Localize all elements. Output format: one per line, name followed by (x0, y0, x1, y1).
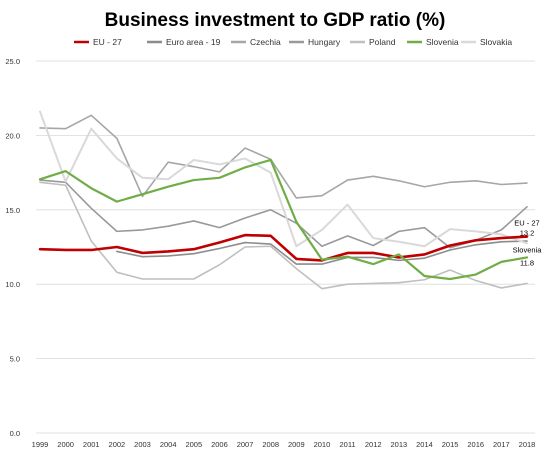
y-tick-label: 20.0 (5, 131, 20, 140)
x-axis-tick-labels: 1999 2000 2001 2002 2003 2004 2005 2006 2007 2008… (32, 440, 536, 449)
legend-label-euro-area-19: Euro area - 19 (166, 37, 221, 47)
x-tick-label: 2007 (237, 440, 254, 449)
x-tick-label: 2000 (57, 440, 74, 449)
legend-label-czechia: Czechia (250, 37, 281, 47)
y-tick-label: 25.0 (5, 57, 20, 66)
annotation-value-eu-27: 13.2 (520, 229, 535, 238)
legend-label-slovakia: Slovakia (480, 37, 512, 47)
y-axis-tick-labels: 0.0 5.0 10.0 15.0 20.0 25.0 (5, 57, 20, 438)
annotation-value-slovenia: 11.8 (520, 258, 534, 267)
gridlines (36, 60, 535, 434)
y-tick-label: 5.0 (10, 355, 20, 364)
legend-label-poland: Poland (369, 37, 396, 47)
series-line-poland (39, 181, 528, 290)
x-tick-label: 2013 (390, 440, 407, 449)
x-tick-label: 2005 (185, 440, 202, 449)
legend-label-eu-27: EU - 27 (93, 37, 122, 47)
series-line-eu-27 (38, 233, 529, 262)
y-tick-label: 15.0 (5, 206, 20, 215)
x-tick-label: 2003 (134, 440, 151, 449)
legend: EU - 27 Euro area - 19 Czechia Hungary Polan… (74, 37, 512, 47)
x-tick-label: 2009 (288, 440, 305, 449)
x-tick-label: 2012 (365, 440, 382, 449)
legend-label-hungary: Hungary (308, 37, 341, 47)
series-line-hungary (39, 179, 528, 249)
x-tick-label: 2014 (416, 440, 433, 449)
x-tick-label: 2015 (442, 440, 459, 449)
x-tick-label: 2011 (340, 440, 356, 449)
x-tick-label: 2001 (83, 440, 100, 449)
x-tick-label: 2017 (493, 440, 510, 449)
annotation-label-eu-27: EU - 27 (514, 219, 539, 228)
x-tick-label: 1999 (32, 440, 49, 449)
series-line-slovenia (38, 158, 529, 281)
x-tick-label: 2016 (467, 440, 484, 449)
legend-label-slovenia: Slovenia (426, 37, 459, 47)
x-tick-label: 2004 (160, 440, 177, 449)
series-lines (38, 110, 529, 290)
y-tick-label: 10.0 (5, 280, 20, 289)
series-line-slovakia (39, 110, 528, 248)
series-line-euro-area-19 (116, 240, 528, 265)
chart-title: Business investment to GDP ratio (%) (105, 10, 446, 31)
x-tick-label: 2002 (109, 440, 126, 449)
x-tick-label: 2008 (262, 440, 279, 449)
x-tick-label: 2010 (314, 440, 331, 449)
x-tick-label: 2018 (519, 440, 536, 449)
series-line-czechia (39, 114, 528, 199)
y-tick-label: 0.0 (10, 429, 20, 438)
x-tick-label: 2006 (211, 440, 228, 449)
annotation-label-slovenia: Slovenia (513, 245, 543, 254)
